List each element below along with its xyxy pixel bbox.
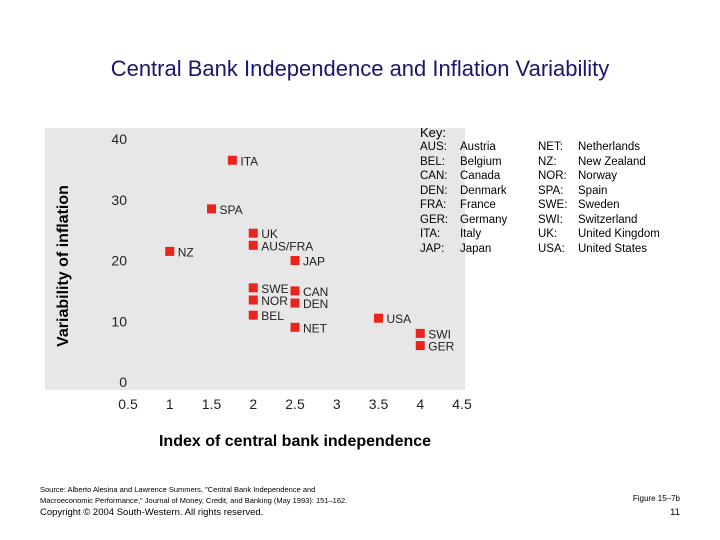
key-code-b-6: UK:	[538, 228, 558, 240]
key-code-4: FRA:	[420, 199, 447, 211]
key-code-b-1: NZ:	[538, 155, 557, 168]
copyright-notice: Copyright © 2004 South-Western. All righ…	[40, 507, 264, 518]
y-tick-label-0: 0	[119, 374, 127, 390]
point-label-spa: SPA	[220, 203, 243, 217]
key-heading: Key:	[420, 125, 447, 140]
key-codes-column-2: NET: NZ: NOR: SPA: SWE: SWI: UK: USA:	[538, 140, 567, 256]
x-tick-label-0: 0.5	[118, 396, 138, 412]
point-marker-nz	[165, 246, 175, 256]
point-label-den: DEN	[303, 297, 328, 311]
point-marker-aus-fra	[248, 240, 258, 250]
key-name-b-1: New Zealand	[578, 155, 646, 168]
key-name-6: Italy	[460, 228, 482, 240]
point-marker-swi	[415, 328, 425, 338]
key-name-2: Canada	[460, 170, 501, 182]
y-tick-label-40: 40	[111, 131, 127, 147]
point-label-can: CAN	[303, 285, 328, 299]
key-name-b-6: United Kingdom	[578, 228, 660, 240]
key-code-5: GER:	[420, 213, 449, 226]
key-name-1: Belgium	[460, 155, 502, 168]
point-label-swe: SWE	[261, 282, 288, 296]
key-name-b-4: Sweden	[578, 199, 620, 211]
point-marker-den	[290, 298, 300, 308]
x-tick-label-5: 3	[333, 396, 341, 412]
point-marker-nor	[248, 295, 258, 305]
key-names-column-1: Austria Belgium Canada Denmark France Germany…	[460, 140, 507, 256]
point-marker-ita	[227, 155, 237, 165]
key-code-3: DEN:	[420, 184, 448, 197]
x-tick-label-3: 2	[249, 396, 257, 412]
point-marker-can	[290, 286, 300, 296]
point-label-bel: BEL	[261, 309, 284, 323]
point-label-uk: UK	[261, 227, 278, 241]
key-name-3: Denmark	[460, 184, 507, 197]
x-tick-label-4: 2.5	[285, 396, 305, 412]
key-codes-column-1: AUS: BEL: CAN: DEN: FRA: GER: ITA: JAP:	[420, 140, 448, 256]
key-names-column-2: Netherlands New Zealand Norway Spain Sweden S…	[578, 140, 660, 256]
point-marker-spa	[207, 204, 216, 214]
key-code-b-2: NOR:	[538, 170, 567, 182]
point-label-aus-fra: AUS/FRA	[261, 239, 313, 253]
key-code-b-5: SWI:	[538, 213, 563, 226]
point-marker-usa	[374, 313, 383, 323]
point-label-swi: SWI	[428, 327, 451, 341]
key-name-b-5: Switzerland	[578, 213, 638, 226]
key-name-b-2: Norway	[578, 170, 617, 182]
point-label-nz: NZ	[178, 245, 194, 259]
point-label-ger: GER	[428, 340, 454, 354]
point-marker-bel	[248, 310, 258, 320]
key-code-7: JAP:	[420, 242, 445, 255]
y-tick-label-20: 20	[111, 253, 127, 269]
source-citation: Source: Alberto Alesina and Lawrence Sum…	[40, 484, 480, 506]
page-number: 11	[670, 507, 680, 518]
key-code-b-3: SPA:	[538, 184, 564, 197]
key-name-7: Japan	[460, 242, 492, 255]
point-marker-ger	[415, 341, 425, 351]
x-tick-label-6: 3.5	[369, 396, 389, 412]
x-tick-label-7: 4	[416, 396, 424, 412]
key-name-b-3: Spain	[578, 184, 608, 197]
key-name-4: France	[460, 199, 496, 211]
x-tick-label-8: 4.5	[452, 396, 472, 412]
point-marker-uk	[248, 228, 258, 238]
point-label-usa: USA	[387, 312, 412, 326]
key-code-b-4: SWE:	[538, 199, 568, 211]
y-tick-label-30: 30	[111, 192, 127, 208]
source-line-1: Source: Alberto Alesina and Lawrence Sum…	[40, 485, 316, 494]
key-code-0: AUS:	[420, 141, 447, 153]
point-label-nor: NOR	[261, 294, 288, 308]
slide-title: Central Bank Independence and Inflation …	[110, 56, 610, 81]
source-line-2: Macroeconomic Performance," Journal of M…	[40, 496, 348, 505]
key-name-b-0: Netherlands	[578, 141, 641, 153]
point-label-net: NET	[303, 321, 328, 335]
x-axis-title: Index of central bank independence	[159, 433, 431, 450]
y-tick-label-10: 10	[111, 313, 127, 329]
point-marker-jap	[290, 256, 300, 265]
point-marker-net	[290, 322, 300, 332]
y-axis-title: Variability of inflation	[55, 185, 72, 347]
key-name-b-7: United States	[578, 242, 648, 255]
key-name-0: Austria	[460, 141, 496, 153]
key-code-2: CAN:	[420, 170, 448, 182]
point-label-jap: JAP	[303, 255, 325, 269]
x-tick-label-1: 1	[166, 396, 174, 412]
point-label-ita: ITA	[240, 154, 258, 168]
plot-background	[45, 128, 465, 390]
key-code-b-0: NET:	[538, 141, 563, 153]
key-code-1: BEL:	[420, 155, 445, 168]
key-code-b-7: USA:	[538, 242, 565, 255]
figure-number: Figure 15–7b	[632, 494, 680, 503]
key-code-6: ITA:	[420, 228, 441, 240]
x-tick-label-2: 1.5	[202, 396, 222, 412]
point-marker-swe	[248, 283, 258, 293]
key-name-5: Germany	[460, 213, 508, 226]
